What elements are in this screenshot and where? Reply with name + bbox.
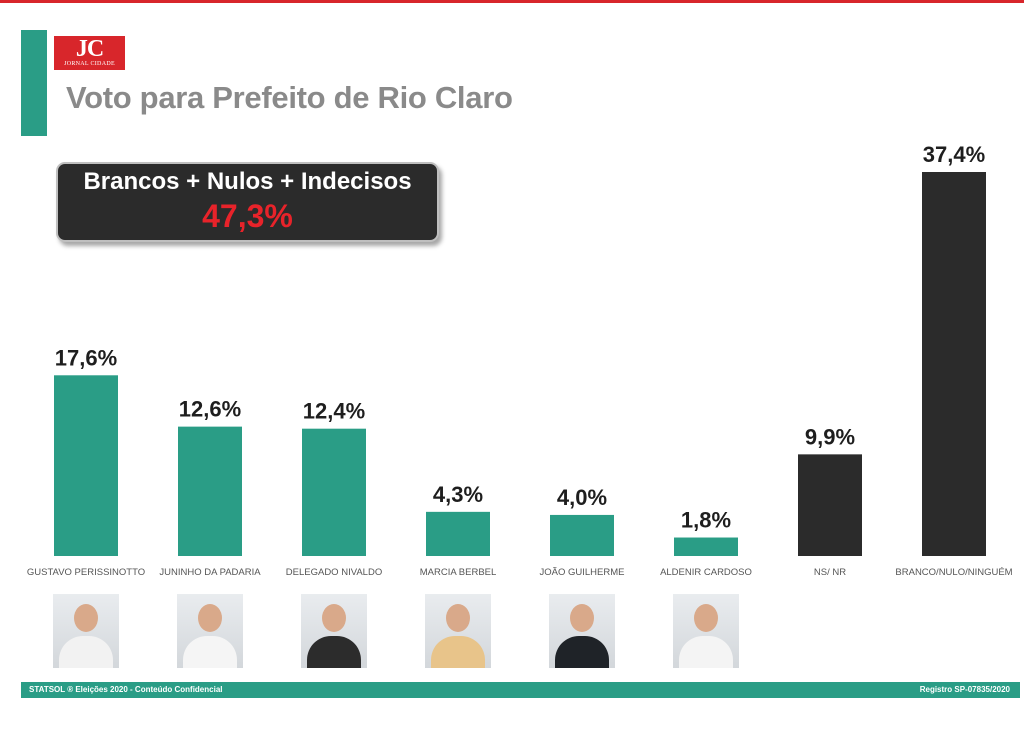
logo-text: JC [75, 36, 104, 62]
summary-label: Brancos + Nulos + Indecisos [83, 168, 412, 195]
photo-head [322, 604, 346, 632]
jornal-cidade-logo: JC JORNAL CIDADE [54, 36, 125, 70]
title-accent-bar [21, 30, 47, 136]
value-label-6: 9,9% [805, 424, 855, 449]
bar-2 [302, 428, 366, 556]
page-title: Voto para Prefeito de Rio Claro [66, 80, 513, 115]
value-label-4: 4,0% [557, 485, 607, 510]
photo-body [555, 636, 609, 668]
bar-0 [54, 375, 118, 556]
category-label-6: NS/ NR [814, 567, 846, 578]
value-label-0: 17,6% [55, 345, 117, 370]
top-rule [0, 0, 1024, 3]
delegado-nivaldo-photo [301, 594, 367, 668]
photo-body [431, 636, 485, 668]
bar-3 [426, 511, 490, 556]
photo-head [198, 604, 222, 632]
marcia-berbel-photo [425, 594, 491, 668]
summary-box: Brancos + Nulos + Indecisos 47,3% [56, 162, 439, 242]
joao-guilherme-photo [549, 594, 615, 668]
photo-body [679, 636, 733, 668]
photo-head [694, 604, 718, 632]
category-label-2: DELEGADO NIVALDO [286, 567, 382, 578]
category-label-3: MARCIA BERBEL [420, 567, 497, 578]
bar-7 [922, 172, 986, 556]
bar-4 [550, 514, 614, 556]
category-label-4: JOÃO GUILHERME [540, 567, 625, 578]
category-label-5: ALDENIR CARDOSO [660, 567, 752, 578]
footer-right-text: Registro SP-07835/2020 [919, 685, 1010, 694]
value-label-5: 1,8% [681, 508, 731, 533]
footer-left-text: STATSOL ® Eleições 2020 - Conteúdo Confi… [29, 685, 223, 694]
footer-bar: STATSOL ® Eleições 2020 - Conteúdo Confi… [21, 682, 1020, 698]
value-label-2: 12,4% [303, 399, 365, 424]
gustavo-perissinotto-photo [53, 594, 119, 668]
bar-chart: 17,6% GUSTAVO PERISSINOTTO 12,6% JUNINHO DA… [27, 142, 1013, 578]
category-label-1: JUNINHO DA PADARIA [159, 567, 261, 578]
photo-head [74, 604, 98, 632]
bar-6 [798, 454, 862, 556]
bar-5 [674, 537, 738, 556]
summary-value: 47,3% [202, 198, 293, 234]
value-label-3: 4,3% [433, 482, 483, 507]
aldenir-cardoso-photo [673, 594, 739, 668]
logo-subtext: JORNAL CIDADE [64, 61, 115, 67]
photo-body [307, 636, 361, 668]
category-label-7: BRANCO/NULO/NINGUÉM [895, 567, 1012, 578]
value-label-1: 12,6% [179, 397, 241, 422]
category-label-0: GUSTAVO PERISSINOTTO [27, 567, 145, 578]
photo-head [446, 604, 470, 632]
photo-head [570, 604, 594, 632]
photo-body [59, 636, 113, 668]
photo-body [183, 636, 237, 668]
value-label-7: 37,4% [923, 142, 985, 167]
juninho-da-padaria-photo [177, 594, 243, 668]
bar-1 [178, 426, 242, 556]
